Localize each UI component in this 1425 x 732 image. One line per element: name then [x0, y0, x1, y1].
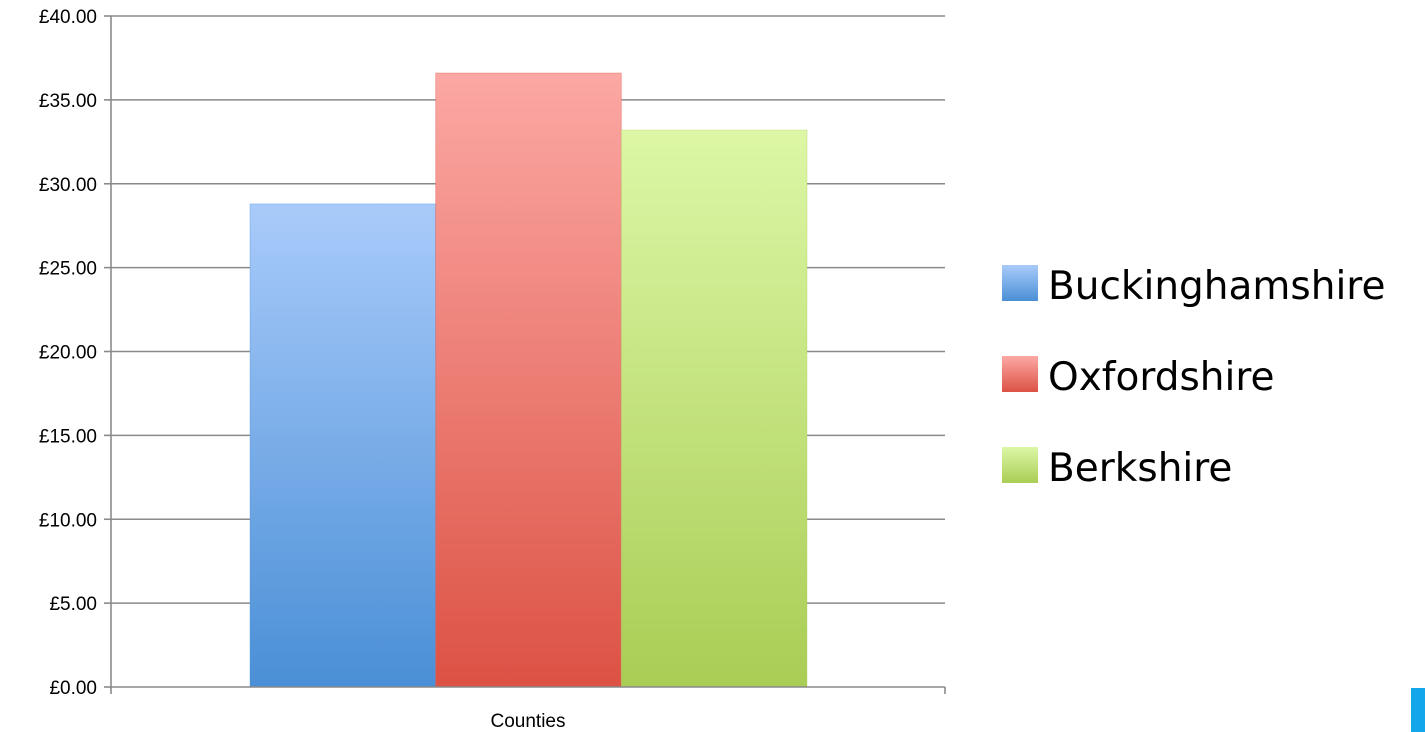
y-tick-label: £20.00	[39, 343, 97, 364]
legend-swatch	[1002, 356, 1038, 392]
x-tick-label: Counties	[491, 711, 566, 732]
legend-swatch	[1002, 265, 1038, 301]
x-axis-tick-labels: Counties	[491, 711, 566, 732]
bar-oxfordshire	[435, 72, 622, 688]
legend-item-buckinghamshire: Buckinghamshire	[1002, 264, 1385, 309]
legend-item-oxfordshire: Oxfordshire	[1002, 355, 1275, 400]
legend-label: Buckinghamshire	[1048, 264, 1385, 309]
y-tick-label: £30.00	[39, 175, 97, 196]
legend-item-berkshire: Berkshire	[1002, 446, 1232, 491]
legend-swatch	[1002, 447, 1038, 483]
y-tick-label: £5.00	[49, 594, 97, 615]
y-tick-label: £25.00	[39, 259, 97, 280]
y-tick-label: £15.00	[39, 426, 97, 447]
y-tick-label: £35.00	[39, 91, 97, 112]
y-axis-tick-labels: £0.00 £5.00 £10.00 £15.00 £20.00 £25.00 £30.00…	[39, 7, 97, 699]
axes	[104, 15, 946, 694]
legend: Buckinghamshire Oxfordshire Berkshire	[1002, 264, 1385, 491]
y-tick-label: £0.00	[49, 678, 97, 699]
y-tick-label: £10.00	[39, 510, 97, 531]
bar-buckinghamshire	[249, 203, 437, 688]
corner-marker	[1411, 688, 1425, 732]
y-tick-label: £40.00	[39, 7, 97, 28]
bar-berkshire	[620, 129, 808, 688]
bars	[249, 72, 808, 688]
legend-label: Oxfordshire	[1048, 355, 1275, 400]
legend-label: Berkshire	[1048, 446, 1232, 491]
